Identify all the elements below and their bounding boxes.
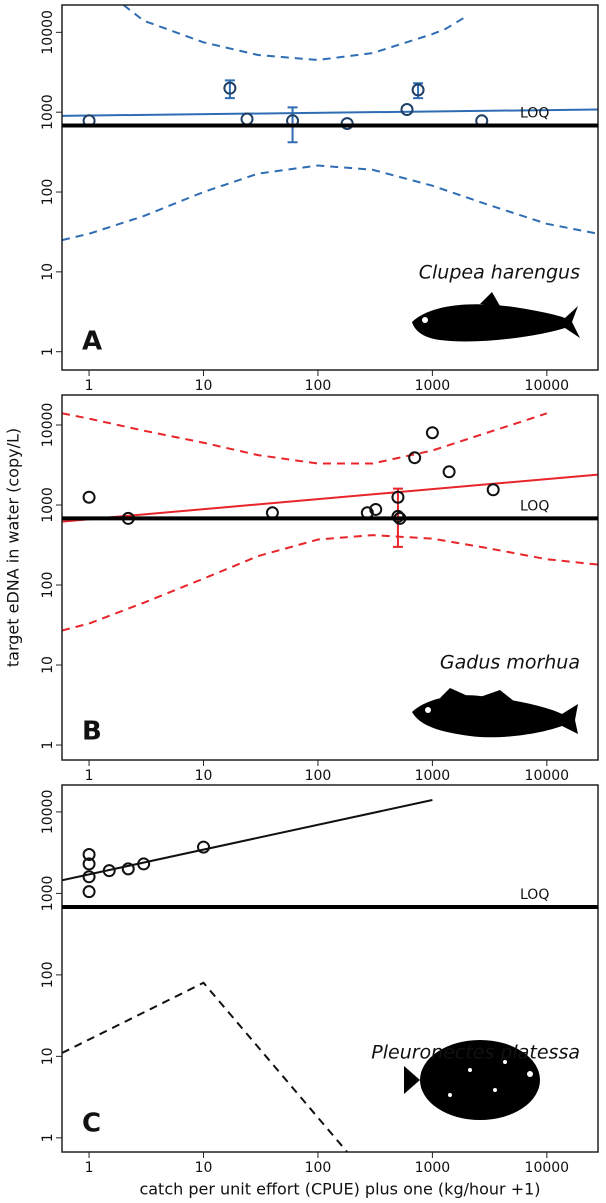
panel-label: C bbox=[82, 1109, 101, 1139]
confidence-band bbox=[62, 981, 348, 1152]
x-tick-label: 10000 bbox=[525, 1160, 570, 1176]
data-point bbox=[223, 81, 237, 95]
panel-label: A bbox=[82, 327, 102, 357]
species-name: Clupea harengus bbox=[419, 262, 580, 284]
y-axis-label: target eDNA in water (copy/L) bbox=[4, 428, 23, 667]
y-tick-label: 1 bbox=[40, 741, 56, 750]
x-tick-label: 10000 bbox=[525, 378, 570, 394]
data-point bbox=[82, 870, 96, 884]
x-tick-label: 1000 bbox=[415, 378, 451, 394]
loq-label: LOQ bbox=[520, 106, 549, 122]
x-tick-label: 1 bbox=[85, 378, 94, 394]
y-tick-label: 100 bbox=[40, 572, 56, 599]
x-tick-label: 1000 bbox=[415, 1160, 451, 1176]
x-axis-label: catch per unit effort (CPUE) plus one (k… bbox=[139, 1180, 540, 1199]
species-name: Pleuronectes platessa bbox=[371, 1042, 580, 1064]
data-point bbox=[486, 483, 500, 497]
y-tick-label: 10 bbox=[40, 1047, 56, 1065]
y-tick-label: 1000 bbox=[40, 94, 56, 130]
x-tick-label: 100 bbox=[305, 1160, 332, 1176]
x-tick-label: 100 bbox=[305, 768, 332, 784]
confidence-band bbox=[62, 412, 548, 465]
y-tick-label: 10 bbox=[40, 656, 56, 674]
y-tick-label: 100 bbox=[40, 962, 56, 989]
plot-area bbox=[62, 412, 598, 632]
confidence-band bbox=[62, 164, 598, 242]
data-point bbox=[391, 490, 405, 504]
plot-area bbox=[62, 799, 433, 1152]
y-tick-label: 1 bbox=[40, 347, 56, 356]
data-point bbox=[369, 502, 383, 516]
herring-icon bbox=[412, 292, 580, 342]
y-tick-label: 1000 bbox=[40, 487, 56, 523]
data-point bbox=[400, 103, 414, 117]
plot-frame bbox=[61, 784, 599, 1153]
x-tick-label: 1 bbox=[85, 1160, 94, 1176]
regression-line bbox=[62, 108, 598, 117]
data-point bbox=[411, 83, 425, 97]
data-point bbox=[442, 465, 456, 479]
regression-line bbox=[62, 799, 433, 882]
x-tick-label: 10000 bbox=[525, 768, 570, 784]
x-tick-label: 10 bbox=[195, 378, 213, 394]
data-point bbox=[408, 451, 422, 465]
data-point bbox=[102, 864, 116, 878]
x-tick-label: 100 bbox=[305, 378, 332, 394]
x-tick-label: 10 bbox=[195, 768, 213, 784]
plot-frame bbox=[61, 4, 599, 371]
data-point bbox=[121, 862, 135, 876]
data-point bbox=[82, 857, 96, 871]
y-tick-label: 100 bbox=[40, 179, 56, 206]
data-point bbox=[82, 848, 96, 862]
x-tick-label: 1 bbox=[85, 768, 94, 784]
data-point bbox=[82, 490, 96, 504]
regression-line bbox=[62, 473, 598, 523]
x-tick-label: 10 bbox=[195, 1160, 213, 1176]
x-tick-label: 1000 bbox=[415, 768, 451, 784]
data-point bbox=[82, 885, 96, 899]
y-tick-label: 1000 bbox=[40, 876, 56, 912]
loq-label: LOQ bbox=[520, 887, 549, 903]
y-tick-label: 1 bbox=[40, 1133, 56, 1142]
y-tick-label: 10000 bbox=[40, 790, 56, 835]
confidence-band bbox=[122, 5, 468, 62]
plot-frame bbox=[61, 394, 599, 761]
plaice-icon bbox=[404, 1040, 540, 1120]
y-tick-label: 10000 bbox=[40, 403, 56, 448]
species-name: Gadus morhua bbox=[440, 652, 580, 674]
data-point bbox=[425, 426, 439, 440]
y-tick-label: 10000 bbox=[40, 10, 56, 55]
data-point bbox=[137, 857, 151, 871]
cod-icon bbox=[412, 688, 578, 738]
confidence-band bbox=[62, 534, 598, 632]
loq-label: LOQ bbox=[520, 498, 549, 514]
y-tick-label: 10 bbox=[40, 263, 56, 281]
data-point bbox=[197, 840, 211, 854]
data-point bbox=[240, 112, 254, 126]
plot-area bbox=[62, 5, 598, 242]
panel-label: B bbox=[82, 717, 102, 747]
